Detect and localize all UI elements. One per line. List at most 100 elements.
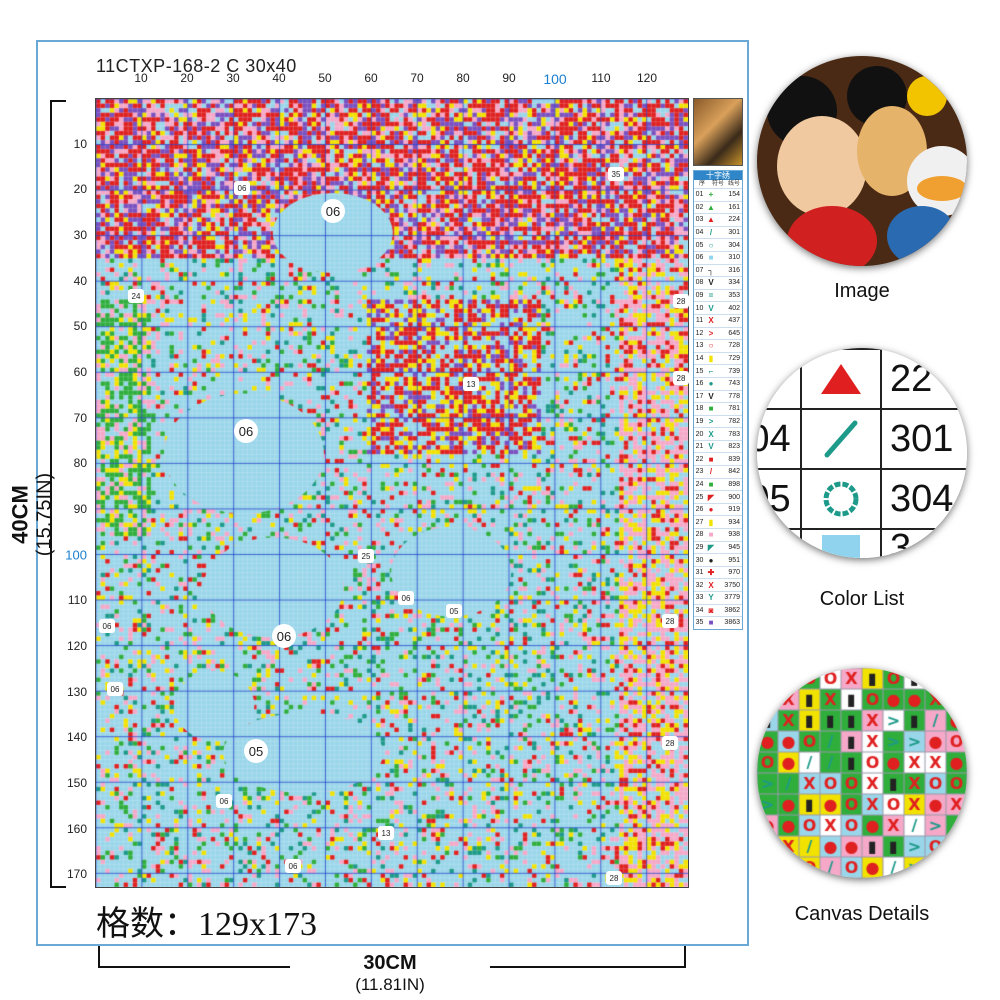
legend-symbol-icon: ▲ xyxy=(707,202,715,212)
legend-symbol-icon: ○ xyxy=(708,240,714,250)
legend-row: 27 ▮ 934 xyxy=(694,515,742,528)
legend-symbol-icon: / xyxy=(709,467,713,477)
mickey-face xyxy=(777,116,867,216)
legend-row: 18 ■ 781 xyxy=(694,402,742,415)
legend-row: 31 ✚ 970 xyxy=(694,565,742,579)
legend-row: 19 >782 xyxy=(694,414,742,428)
legend-index: 08 xyxy=(695,279,704,287)
zoom-index-cell: 05 xyxy=(757,468,802,530)
legend-symbol-icon: ■ xyxy=(708,454,714,464)
legend-row: 12 >645 xyxy=(694,326,742,340)
small-label: 05 xyxy=(446,604,462,618)
legend-row: 08 V 334 xyxy=(694,276,742,289)
legend-row: 25 ◤ 900 xyxy=(694,490,742,503)
top-tick: 20 xyxy=(180,71,194,85)
legend-thread-code: 304 xyxy=(728,241,740,249)
legend-index: 07 xyxy=(695,266,704,274)
legend-symbol-icon: ○ xyxy=(708,341,714,351)
legend-index: 28 xyxy=(695,531,704,539)
legend-row: 13 ○ 728 xyxy=(694,339,742,352)
left-tick: 40 xyxy=(73,274,87,288)
legend-symbol-icon: V xyxy=(708,278,714,288)
zoom-symbol-circle xyxy=(800,468,882,530)
legend-index: 21 xyxy=(695,443,704,451)
legend-thread-code: 402 xyxy=(728,304,740,312)
legend-symbol-icon: ■ xyxy=(708,253,714,263)
zoom-code-cell: 3 xyxy=(880,527,967,558)
legend-column-headers: 序 符号 线号 xyxy=(694,180,742,188)
mickey-shorts xyxy=(787,206,877,266)
legend-thread-code: 301 xyxy=(728,229,740,237)
legend-thread-code: 781 xyxy=(728,405,740,413)
legend-index: 31 xyxy=(695,569,704,577)
legend-symbol-icon: ◙ xyxy=(708,605,714,615)
zoom-index-cell: 3 xyxy=(757,348,802,410)
height-cm: 40CM xyxy=(7,485,33,544)
legend-thread-code: 970 xyxy=(728,569,740,577)
left-tick: 150 xyxy=(66,776,87,790)
legend-row: 15 ⌐ 739 xyxy=(694,364,742,377)
legend-thread-code: 728 xyxy=(728,342,740,350)
legend-row: 07 ┐ 316 xyxy=(694,263,742,277)
legend-row: 02 ▲ 161 xyxy=(694,200,742,214)
top-tick: 90 xyxy=(502,71,516,85)
height-dimension-label: 40CM (15.75IN) xyxy=(8,435,57,595)
small-label: 28 xyxy=(673,371,689,385)
legend-index: 30 xyxy=(695,556,704,564)
zoom-code-cell: 22 xyxy=(880,348,967,410)
top-tick: 60 xyxy=(364,71,378,85)
height-in: (15.75IN) xyxy=(33,472,56,557)
legend-row: 33 Y 3779 xyxy=(694,591,742,604)
legend-row: 14 ▮ 729 xyxy=(694,351,742,365)
legend-index: 09 xyxy=(695,292,704,300)
left-tick: 30 xyxy=(73,228,87,242)
legend-thread-code: 743 xyxy=(728,380,740,388)
pattern-canvas xyxy=(96,99,688,887)
legend-symbol-icon: X xyxy=(708,429,714,439)
legend-row: 04 / 301 xyxy=(694,225,742,239)
top-tick: 70 xyxy=(410,71,424,85)
legend-row: 05 ○ 304 xyxy=(694,238,742,251)
left-tick: 170 xyxy=(66,867,87,881)
legend-row: 10 V 402 xyxy=(694,301,742,314)
legend-thread-code: 739 xyxy=(728,367,740,375)
legend-index: 15 xyxy=(695,367,704,375)
cross-stitch-pattern-grid: 06 06 06 05 06 06 28 28 13 06 25 05 06 2… xyxy=(95,98,689,888)
legend-row: 29 ◤ 945 xyxy=(694,540,742,554)
legend-thread-code: 3862 xyxy=(724,606,740,614)
legend-symbol-icon: ● xyxy=(708,379,714,389)
small-label: 13 xyxy=(463,377,479,391)
left-tick: 50 xyxy=(73,319,87,333)
legend-thread-code: 310 xyxy=(728,254,740,262)
legend-index: 17 xyxy=(695,392,704,400)
legend-index: 01 xyxy=(695,191,704,199)
legend-index: 10 xyxy=(695,304,704,312)
legend-index: 06 xyxy=(695,254,704,262)
top-tick: 10 xyxy=(134,71,148,85)
region-label: 06 xyxy=(234,419,258,443)
left-tick: 10 xyxy=(73,137,87,151)
left-tick: 80 xyxy=(73,456,87,470)
zoom-symbol-square xyxy=(800,528,882,558)
legend-thread-code: 437 xyxy=(728,317,740,325)
legend-thread-code: 316 xyxy=(728,266,740,274)
region-label: 05 xyxy=(244,739,268,763)
legend-symbol-icon: ⌐ xyxy=(708,366,714,376)
legend-index: 13 xyxy=(695,342,704,350)
color-list-zoom-preview: 3 22 04 301 05 304 3 xyxy=(757,348,967,558)
legend-row: 35 ■ 3863 xyxy=(694,616,742,629)
zoom-index-cell xyxy=(757,528,802,558)
legend-thread-code: 938 xyxy=(728,531,740,539)
legend-symbol-icon: ● xyxy=(708,505,714,515)
legend-row: 16 ● 743 xyxy=(694,376,742,390)
legend-thread-code: 778 xyxy=(728,392,740,400)
legend-thread-code: 823 xyxy=(728,443,740,451)
legend-index: 03 xyxy=(695,216,704,224)
legend-symbol-icon: / xyxy=(709,228,713,238)
legend-index: 20 xyxy=(695,430,704,438)
legend-thread-code: 3779 xyxy=(724,594,740,602)
legend-thread-code: 783 xyxy=(728,430,740,438)
legend-symbol-icon: V xyxy=(708,303,714,313)
legend-thread-code: 900 xyxy=(728,493,740,501)
top-tick: 30 xyxy=(226,71,240,85)
